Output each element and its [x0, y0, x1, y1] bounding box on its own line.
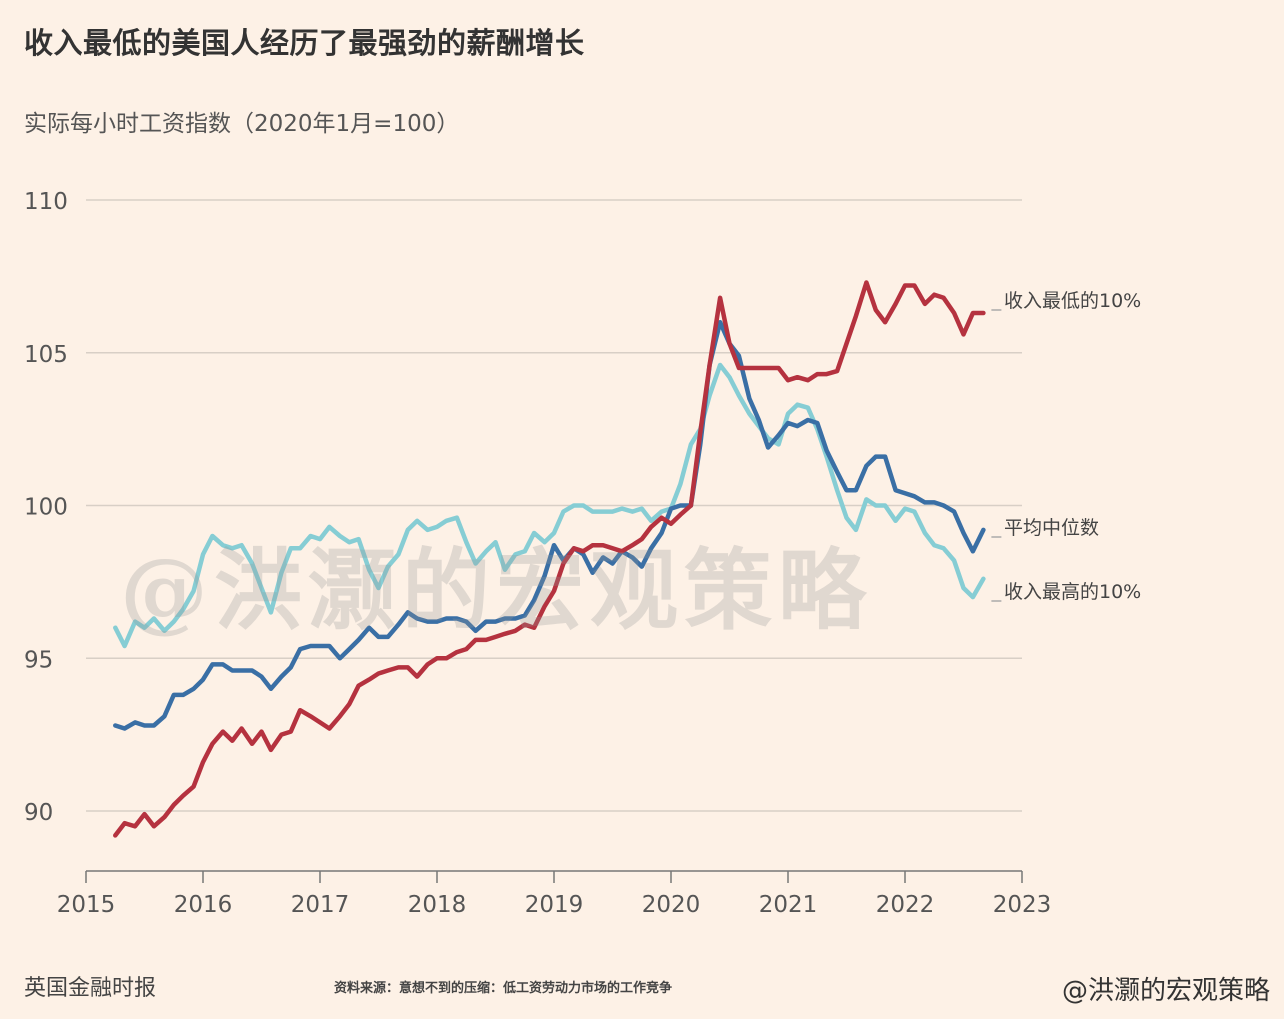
x-tick-label: 2020 — [642, 892, 701, 918]
x-tick-label: 2023 — [993, 892, 1052, 918]
x-tick-label: 2018 — [408, 892, 467, 918]
y-tick-label: 105 — [24, 342, 68, 368]
y-tick-label: 100 — [24, 495, 68, 521]
series-lines — [113, 280, 986, 838]
x-tick-label: 2019 — [525, 892, 584, 918]
series-label: 收入最低的10% — [1004, 290, 1141, 312]
y-tick-label: 95 — [24, 647, 53, 673]
x-tick-label: 2017 — [291, 892, 350, 918]
series-line-2 — [113, 362, 986, 649]
x-tick-label: 2016 — [174, 892, 233, 918]
x-tick-label: 2021 — [759, 892, 818, 918]
x-axis: 2015 2016 2017 2018 2019 2020 2021 2022 2023 — [57, 870, 1052, 918]
chart-subtitle: 实际每小时工资指数（2020年1月=100） — [24, 111, 460, 137]
series-line-0 — [113, 280, 986, 838]
series-label: 收入最高的10% — [1004, 581, 1141, 603]
y-tick-label: 110 — [24, 189, 68, 215]
chart-title: 收入最低的美国人经历了最强劲的薪酬增长 — [24, 26, 585, 60]
y-tick-label: 90 — [24, 800, 53, 826]
x-tick-label: 2015 — [57, 892, 116, 918]
series-label: 平均中位数 — [1004, 517, 1099, 539]
y-tick-labels: 90 95 100 105 110 — [24, 189, 68, 826]
x-tick-label: 2022 — [876, 892, 935, 918]
source-note: 资料来源：意想不到的压缩：低工资劳动力市场的工作竞争 — [334, 981, 673, 996]
publisher-label: 英国金融时报 — [24, 976, 157, 1001]
series-line-1 — [113, 319, 986, 731]
author-handle: @洪灏的宏观策略 — [1061, 976, 1270, 1006]
